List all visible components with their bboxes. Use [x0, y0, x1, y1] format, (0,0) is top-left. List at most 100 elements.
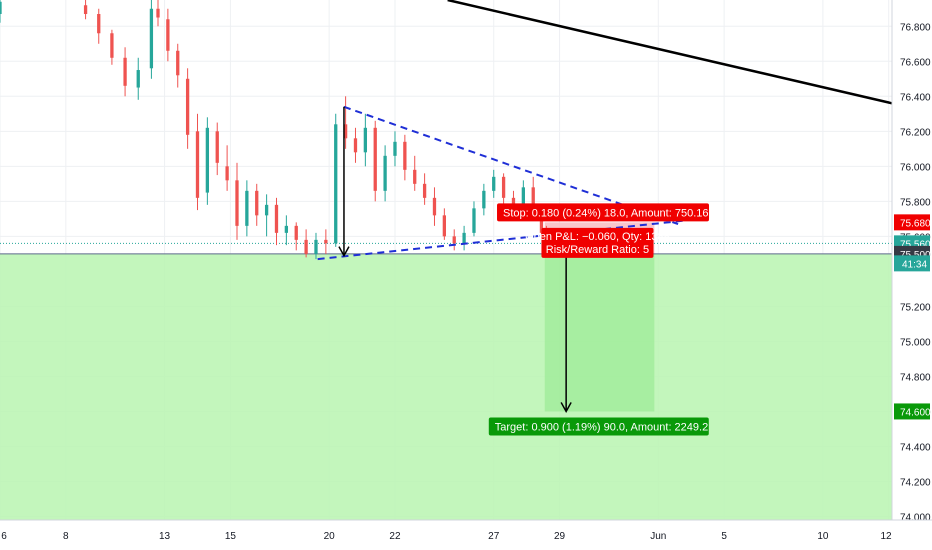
candle [176, 43, 180, 88]
candle [422, 173, 427, 205]
time-tick-label: 10 [817, 531, 829, 542]
candle [166, 8, 170, 62]
candle-body [452, 236, 456, 244]
candle-body [284, 225, 289, 233]
candle-body [110, 33, 114, 58]
price-tick-label: 74.800 [900, 372, 931, 383]
profit-zone-box [544, 253, 655, 412]
candle [136, 57, 140, 100]
candle [97, 8, 101, 44]
candle-body [97, 14, 101, 34]
arrow-head [560, 402, 572, 413]
candle-body [531, 187, 535, 209]
candle [442, 208, 446, 240]
profit-zone [0, 253, 892, 520]
candles [0, 0, 555, 260]
candle [383, 145, 387, 202]
candle [149, 0, 154, 79]
candle [195, 113, 200, 211]
time-tick-label: 22 [389, 531, 401, 542]
candle [314, 232, 318, 260]
time-tick-label: 29 [554, 531, 566, 542]
price-tick-label: 76.400 [900, 92, 931, 103]
candle-body [225, 166, 229, 181]
candle [156, 0, 160, 27]
candle [123, 47, 127, 97]
candle [343, 96, 348, 149]
candle [225, 145, 229, 191]
target-price-tag-bg [894, 403, 930, 420]
candle [235, 162, 239, 240]
open-pl-label-box [541, 227, 654, 258]
target-label-box [488, 417, 709, 436]
candle [501, 173, 506, 205]
candle-body [472, 208, 476, 233]
price-tick-label: 75.200 [900, 302, 931, 313]
projection-arrow[interactable] [560, 236, 572, 413]
time-tick-label: 8 [63, 531, 69, 542]
candle-body [482, 190, 486, 209]
candle-body [334, 124, 338, 244]
time-tick-label: Jun [650, 531, 666, 542]
countdown-tag: 41:34 [894, 255, 930, 272]
candle [205, 117, 210, 205]
price-tick-label: 75.000 [900, 337, 931, 348]
stop-price-tag[interactable]: 75.680 [894, 214, 931, 231]
countdown-tag-bg [894, 255, 930, 272]
candle [492, 169, 496, 198]
candle-body [235, 180, 239, 226]
candle [353, 127, 358, 163]
price-tick-label: 76.600 [900, 57, 931, 68]
candle-body [422, 183, 427, 198]
candle [413, 155, 417, 191]
candle [215, 122, 219, 176]
target-price-tag[interactable]: 74.600 [894, 403, 931, 420]
candle [255, 183, 259, 226]
risk-reward-text: Risk/Reward Ratio: 5 [546, 244, 649, 256]
price-tick-label: 74.400 [900, 442, 931, 453]
time-tick-label: 20 [324, 531, 336, 542]
candle [274, 197, 279, 246]
time-tick-label: 15 [225, 531, 237, 542]
candle-body [156, 8, 160, 18]
price-tick-label: 74.200 [900, 477, 931, 488]
candle-body [343, 124, 348, 139]
candle [432, 187, 437, 226]
candle-body [264, 204, 269, 216]
time-tick-label: 6 [1, 531, 7, 542]
candle-body [294, 225, 298, 240]
candle-body [393, 141, 397, 156]
candle-body [185, 78, 190, 135]
candle-body [383, 155, 387, 191]
stop-label-text: Stop: 0.180 (0.24%) 18.0, Amount: 750.16 [503, 207, 708, 219]
candle-body [176, 50, 180, 76]
candle-body [403, 141, 407, 170]
candle [83, 0, 88, 20]
candle-body [0, 1, 2, 15]
candle-body [166, 19, 170, 51]
candle-body [274, 204, 279, 233]
price-axis-bg [892, 0, 932, 550]
drawings[interactable] [317, 0, 893, 413]
target-price-tag-text: 74.600 [900, 407, 931, 418]
candle [403, 134, 407, 181]
price-axis[interactable]: 76.800 76.600 76.400 76.200 76.000 75.800 75.6… [891, 0, 932, 550]
long-resistance-line[interactable] [447, 0, 893, 105]
candle-body [304, 239, 308, 254]
candle-body [245, 190, 249, 226]
candle-body [205, 127, 210, 193]
stop-price-tag-text: 75.680 [900, 218, 931, 229]
lower-triangle-line[interactable] [317, 219, 685, 261]
candle [462, 225, 466, 251]
time-axis[interactable]: 6 8 13 15 20 22 27 29 Jun 5 10 12 [0, 519, 932, 550]
pole-arrow[interactable] [338, 106, 350, 258]
candle-body [363, 127, 368, 153]
candle-body [432, 197, 437, 216]
candle [452, 229, 456, 251]
candle-body [195, 131, 200, 198]
candle [373, 120, 377, 202]
time-axis-bg [0, 520, 932, 550]
candle [334, 113, 338, 247]
